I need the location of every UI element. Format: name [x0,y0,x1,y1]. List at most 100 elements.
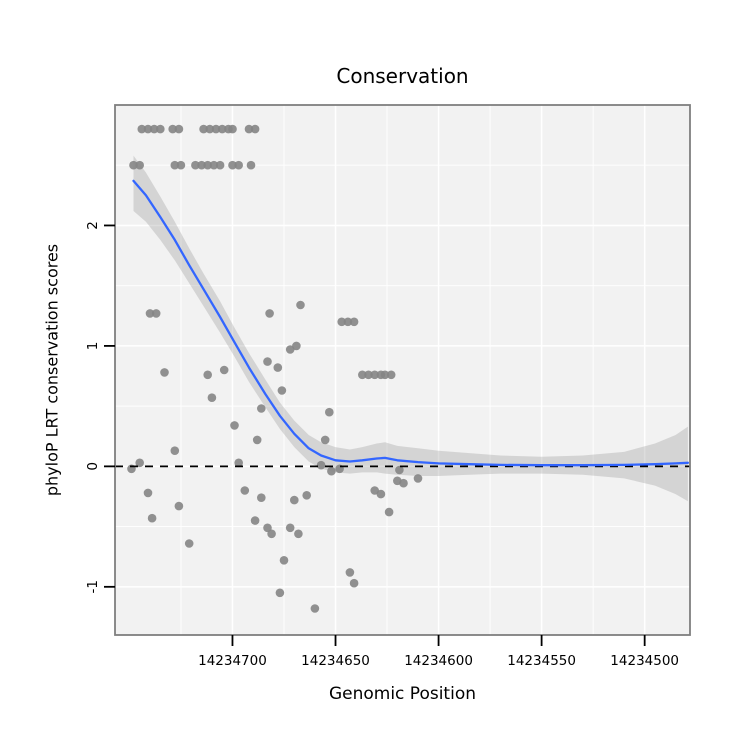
data-point [337,317,347,327]
data-point [135,458,144,468]
data-point [257,404,266,413]
data-point [349,578,359,588]
x-tick-label: 14234700 [198,653,267,669]
data-point [160,368,169,377]
data-point [386,370,396,380]
data-point [292,341,301,351]
data-point [230,421,239,430]
data-point [310,604,320,613]
data-point [380,370,390,380]
data-point [170,160,180,170]
data-point [376,489,386,499]
x-tick-label: 14234500 [610,653,679,669]
data-point [207,393,217,403]
data-point [176,160,186,170]
data-point [349,317,359,327]
data-point [151,309,161,318]
data-point [203,160,212,170]
data-point [395,465,404,475]
data-point [358,370,367,380]
data-point [370,370,380,380]
y-tick-label: 1 [85,342,101,351]
data-point [285,345,295,354]
data-point [320,435,330,445]
smooth-line [132,179,690,467]
x-axis: 14234700 14234650 14234600 14234550 14234500 [198,635,679,669]
data-point [252,435,262,445]
data-point [228,124,237,134]
data-point [327,466,336,476]
chart-title: Conservation [336,64,469,88]
data-point [199,124,208,134]
data-point [267,529,276,539]
data-point [170,446,180,456]
data-point [370,486,380,495]
y-tick-label: 2 [85,221,101,230]
data-point [345,568,355,577]
data-point [279,556,289,565]
confidence-ribbon [133,155,688,502]
data-point [302,491,312,500]
data-point [290,495,299,505]
data-point [240,486,250,495]
data-point [135,160,144,170]
data-point [156,124,165,134]
y-axis-title: phyloP LRT conservation scores [42,243,62,497]
data-point [325,407,334,417]
data-point [191,160,200,170]
y-tick-label: -1 [85,580,101,593]
data-point [129,160,138,170]
data-point [149,124,159,134]
data-point [263,523,272,533]
data-point [234,160,243,170]
data-point [257,493,266,503]
data-point [143,488,153,498]
data-point [205,124,215,134]
data-point [263,357,272,366]
data-point [197,160,206,170]
data-point [275,588,285,598]
major-gridlines [115,105,690,635]
data-point [174,124,184,134]
data-point [184,539,194,548]
data-point [203,370,212,380]
data-point [211,124,221,134]
data-point [273,363,283,372]
panel-border [114,104,691,636]
data-point [250,516,260,525]
data-point [246,160,256,170]
data-point [215,160,225,170]
data-point [145,309,155,318]
x-axis-title: Genomic Position [328,684,477,704]
data-point [364,370,373,380]
data-point [234,458,243,468]
data-point [209,160,219,170]
data-point [413,474,423,483]
data-point [244,124,254,134]
scatter-points [127,124,423,613]
data-point [294,529,303,539]
x-tick-label: 14234600 [404,653,473,669]
data-point [147,513,157,523]
y-axis: -1 0 1 2 [85,221,115,594]
x-tick-label: 14234650 [301,653,370,669]
data-point [316,460,326,470]
data-point [265,309,274,318]
data-point [343,317,353,327]
data-point [399,478,408,488]
data-point [250,124,260,134]
data-point [384,507,394,517]
data-point [137,124,147,134]
data-point [143,124,153,134]
data-point [174,501,184,511]
y-tick-label: 0 [85,462,101,471]
x-tick-label: 14234550 [507,653,576,669]
data-point [168,124,177,134]
data-point [219,365,229,375]
data-point [228,160,237,170]
data-point [296,300,305,310]
data-point [217,124,227,134]
data-point [285,523,295,533]
